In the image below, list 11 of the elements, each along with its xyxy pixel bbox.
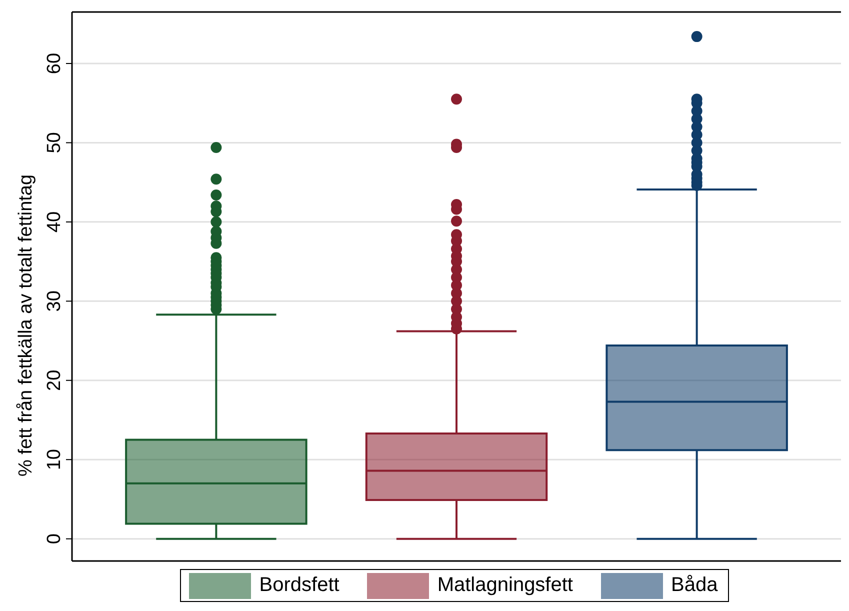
legend-label: Båda [670, 574, 718, 597]
y-tick-label: 20 [44, 370, 65, 391]
legend-label: Matlagningsfett [437, 574, 573, 597]
legend-label: Bordsfett [259, 574, 340, 597]
y-tick-label: 60 [44, 52, 65, 74]
y-axis-title: % fett från fettkälla av totalt fettintag [16, 174, 37, 476]
y-tick-label: 40 [44, 211, 65, 233]
y-tick-label: 50 [44, 132, 65, 154]
y-tick-label: 10 [44, 449, 65, 470]
y-tick-label: 0 [44, 534, 65, 544]
y-tick-label: 30 [44, 290, 65, 312]
